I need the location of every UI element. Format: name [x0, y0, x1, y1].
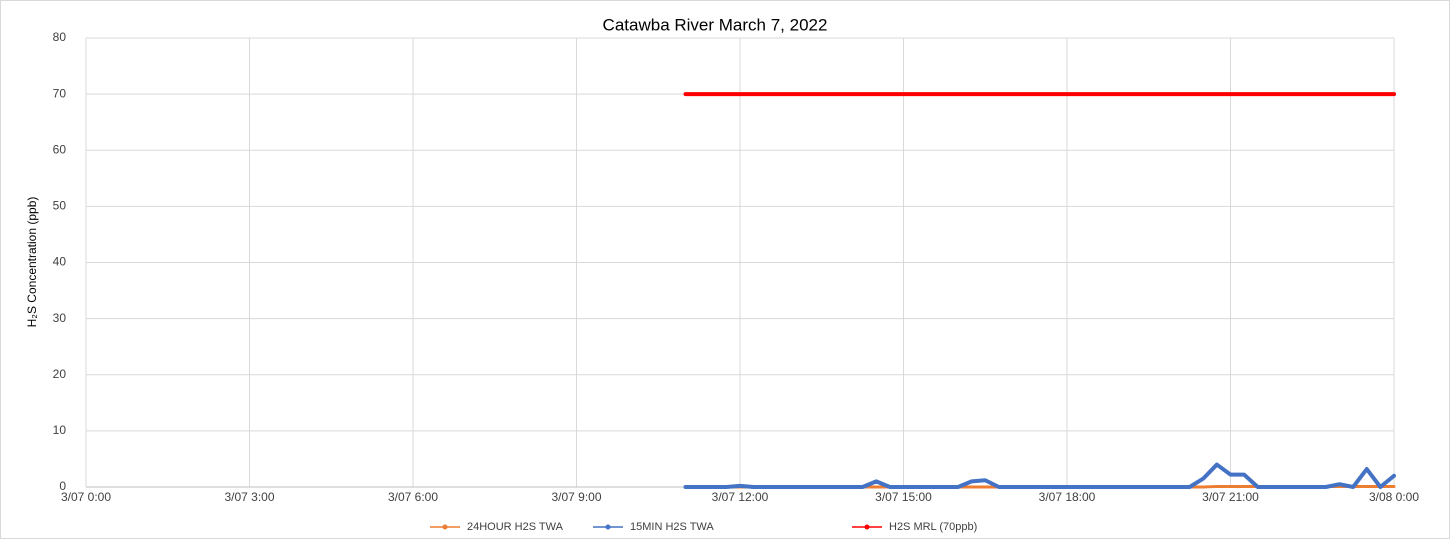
legend-label: H2S MRL (70ppb) [889, 521, 977, 533]
x-tick-label: 3/07 15:00 [875, 490, 932, 504]
y-axis-label: H₂S Concentration (ppb) [25, 197, 39, 328]
x-tick-label: 3/08 0:00 [1369, 490, 1419, 504]
x-tick-label: 3/07 9:00 [551, 490, 601, 504]
x-tick-label: 3/07 21:00 [1202, 490, 1259, 504]
y-tick-label: 60 [53, 142, 67, 156]
x-tick-label: 3/07 3:00 [224, 490, 274, 504]
x-tick-label: 3/07 6:00 [388, 490, 438, 504]
y-tick-label: 10 [53, 423, 67, 437]
y-tick-label: 50 [53, 199, 67, 213]
legend-marker [605, 524, 611, 530]
y-tick-label: 70 [53, 86, 67, 100]
legend-marker [442, 524, 448, 530]
series-line [683, 462, 1396, 489]
y-tick-label: 40 [53, 255, 67, 269]
x-tick-label: 3/07 0:00 [61, 490, 111, 504]
y-tick-label: 20 [53, 367, 67, 381]
y-tick-label: 30 [53, 311, 67, 325]
chart-title: Catawba River March 7, 2022 [603, 15, 828, 34]
legend-label: 24HOUR H2S TWA [467, 521, 564, 533]
legend-label: 15MIN H2S TWA [630, 521, 714, 533]
x-tick-label: 3/07 12:00 [712, 490, 769, 504]
y-tick-label: 0 [59, 479, 66, 493]
legend-marker [864, 524, 870, 530]
y-tick-label: 80 [53, 30, 67, 44]
x-tick-label: 3/07 18:00 [1039, 490, 1096, 504]
